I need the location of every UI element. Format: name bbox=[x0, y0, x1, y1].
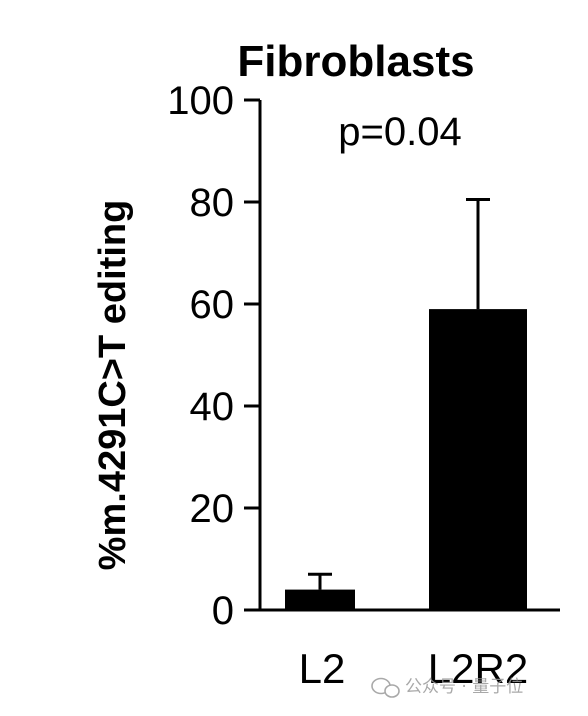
bars-group bbox=[285, 197, 527, 610]
y-tick-label: 0 bbox=[212, 589, 234, 633]
x-category-labels: L2 L2R2 bbox=[299, 645, 529, 692]
x-category-label: L2 bbox=[299, 645, 346, 692]
y-tick-label: 100 bbox=[167, 79, 234, 123]
y-axis-label: %m.4291C>T editing bbox=[92, 200, 134, 571]
watermark: 公众号 · 量子位 bbox=[371, 677, 523, 698]
y-tick-label: 80 bbox=[190, 181, 235, 225]
y-tick-label: 20 bbox=[190, 487, 235, 531]
x-category-label: L2R2 bbox=[428, 645, 528, 692]
chart-title: Fibroblasts bbox=[237, 37, 474, 86]
p-value-annotation: p=0.04 bbox=[338, 110, 461, 154]
y-tick-label: 40 bbox=[190, 385, 235, 429]
y-tick-label: 60 bbox=[190, 283, 235, 327]
wechat-icon bbox=[371, 677, 400, 698]
bar-l2r2 bbox=[429, 309, 527, 610]
bar-l2 bbox=[285, 589, 355, 610]
y-ticks: 0 20 40 60 80 100 bbox=[167, 79, 260, 633]
watermark-text: 公众号 · 量子位 bbox=[405, 677, 523, 697]
